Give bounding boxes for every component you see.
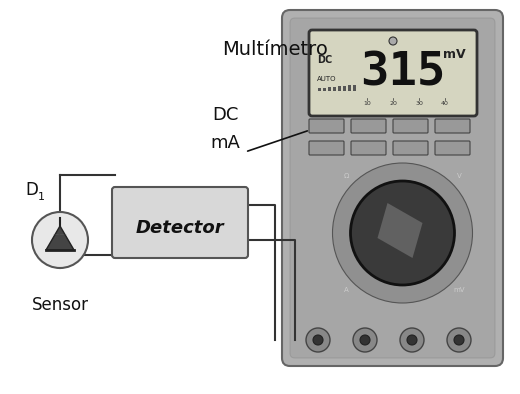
FancyBboxPatch shape	[435, 119, 470, 133]
Bar	[323, 87, 326, 91]
Text: Detector: Detector	[136, 219, 224, 236]
Text: Ω: Ω	[343, 173, 348, 179]
Text: Sensor: Sensor	[32, 296, 88, 314]
Circle shape	[447, 328, 471, 352]
FancyBboxPatch shape	[309, 119, 344, 133]
FancyBboxPatch shape	[435, 141, 470, 155]
Text: AUTO: AUTO	[317, 76, 336, 82]
FancyBboxPatch shape	[351, 141, 386, 155]
Text: D: D	[25, 181, 38, 199]
Text: ............: ............	[53, 232, 68, 236]
Bar	[348, 85, 351, 91]
FancyBboxPatch shape	[290, 18, 495, 358]
Circle shape	[454, 335, 464, 345]
Bar	[318, 88, 321, 91]
Polygon shape	[378, 203, 422, 258]
Text: A: A	[344, 286, 348, 293]
Bar	[353, 84, 356, 91]
FancyBboxPatch shape	[309, 30, 477, 116]
Circle shape	[389, 37, 397, 45]
Text: DC: DC	[212, 106, 238, 124]
Circle shape	[400, 328, 424, 352]
Text: mA: mA	[210, 134, 240, 152]
Text: 20: 20	[389, 101, 397, 106]
FancyBboxPatch shape	[112, 187, 248, 258]
Bar	[343, 85, 346, 91]
Circle shape	[353, 328, 377, 352]
Circle shape	[306, 328, 330, 352]
Polygon shape	[46, 226, 74, 250]
Text: 1: 1	[38, 192, 45, 202]
Text: 10: 10	[363, 101, 371, 106]
Text: mV: mV	[444, 48, 466, 61]
FancyBboxPatch shape	[282, 10, 503, 366]
Circle shape	[32, 212, 88, 268]
FancyBboxPatch shape	[309, 141, 344, 155]
Text: Multímetro: Multímetro	[222, 40, 328, 59]
FancyBboxPatch shape	[393, 141, 428, 155]
Circle shape	[332, 163, 473, 303]
Bar	[328, 87, 331, 91]
Text: 315: 315	[360, 50, 446, 95]
Text: 30: 30	[415, 101, 423, 106]
Circle shape	[350, 181, 454, 285]
FancyBboxPatch shape	[351, 119, 386, 133]
Text: mV: mV	[453, 286, 465, 293]
Text: DC: DC	[317, 55, 332, 65]
Bar	[338, 86, 341, 91]
Circle shape	[360, 335, 370, 345]
Bar	[333, 87, 336, 91]
Circle shape	[313, 335, 323, 345]
FancyBboxPatch shape	[393, 119, 428, 133]
Text: 40: 40	[441, 101, 449, 106]
Text: V: V	[457, 173, 461, 179]
Circle shape	[407, 335, 417, 345]
